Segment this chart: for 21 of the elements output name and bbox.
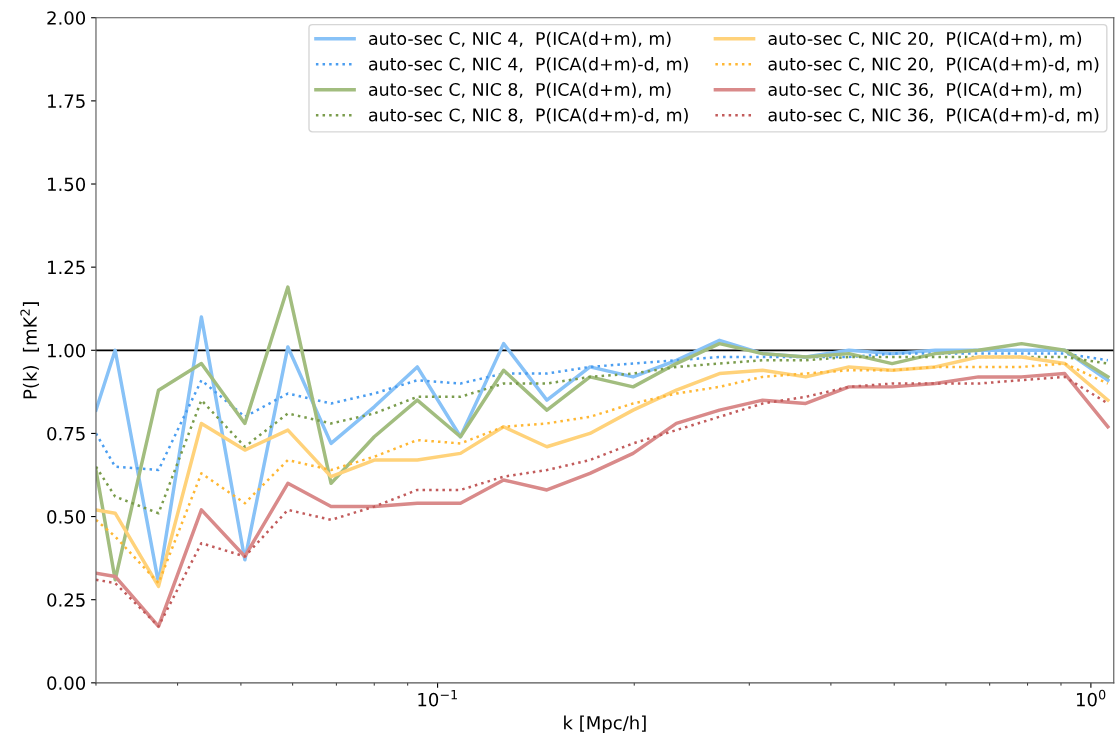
legend-label: auto-sec C, NIC 20, P(ICA(d+m)-d, m) bbox=[768, 57, 1099, 73]
legend-label: auto-sec C, NIC 4, P(ICA(d+m), m) bbox=[369, 31, 671, 48]
legend-label: auto-sec C, NIC 8, P(ICA(d+m)-d, m) bbox=[369, 108, 688, 124]
y-tick-label: 0.25 bbox=[47, 593, 85, 607]
legend-label: auto-sec C, NIC 8, P(ICA(d+m), m) bbox=[369, 82, 671, 99]
x-axis-title: k [Mpc/h] bbox=[564, 715, 646, 734]
y-tick-label: 0.75 bbox=[47, 426, 85, 441]
legend-label: auto-sec C, NIC 4, P(ICA(d+m)-d, m) bbox=[369, 57, 688, 73]
y-tick-label: 2.00 bbox=[47, 11, 86, 25]
x-tick-label: 10$^{0}$ bbox=[1076, 689, 1106, 707]
y-tick-label: 1.00 bbox=[48, 343, 86, 358]
x-tick-label: 10$^{−1}$ bbox=[418, 690, 457, 707]
y-tick-label: 1.50 bbox=[48, 177, 86, 192]
y-tick-label: 1.75 bbox=[48, 94, 85, 108]
y-axis-title: P(k) [mK$^{2}$] bbox=[20, 302, 39, 399]
legend-label: auto-sec C, NIC 36, P(ICA(d+m), m) bbox=[768, 82, 1082, 99]
y-tick-label: 0.50 bbox=[47, 510, 86, 524]
y-tick-label: 0.00 bbox=[47, 676, 86, 690]
y-tick-label: 1.25 bbox=[48, 260, 85, 275]
legend-label: auto-sec C, NIC 36, P(ICA(d+m)-d, m) bbox=[768, 108, 1099, 124]
legend-label: auto-sec C, NIC 20, P(ICA(d+m), m) bbox=[768, 31, 1082, 48]
